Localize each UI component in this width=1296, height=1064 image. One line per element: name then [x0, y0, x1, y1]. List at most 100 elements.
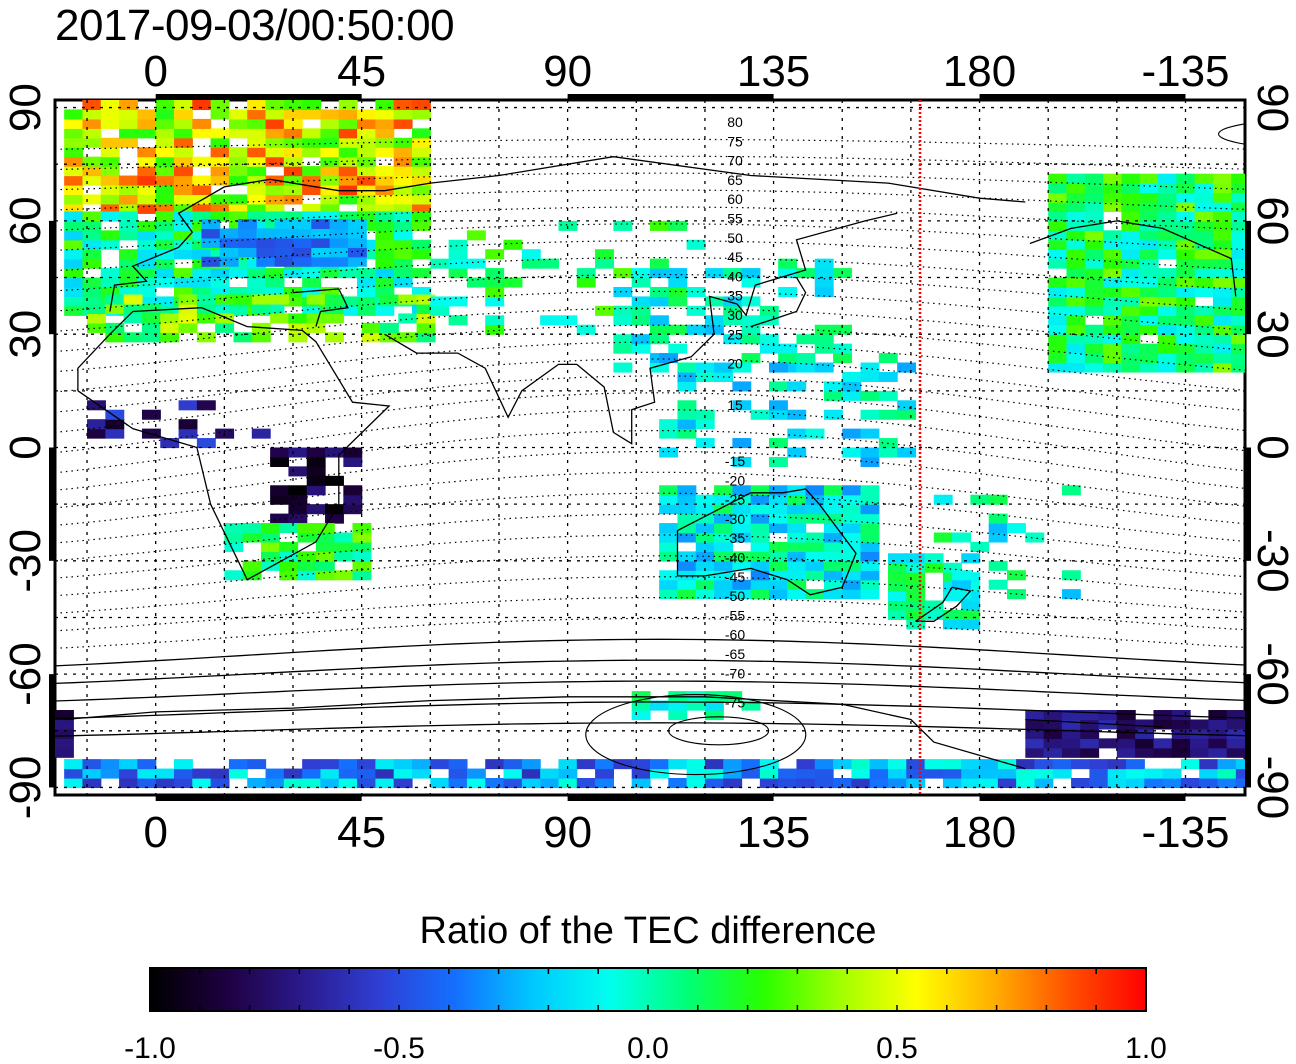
- tec-cell: [1190, 719, 1209, 730]
- tec-cell: [325, 313, 344, 324]
- tec-cell: [1139, 211, 1159, 222]
- tec-cell: [174, 268, 193, 279]
- tec-cell: [105, 428, 125, 439]
- tec-cell: [251, 303, 271, 315]
- tec-cell: [338, 268, 358, 279]
- top-longitude-label: 45: [337, 47, 386, 96]
- tec-cell: [430, 759, 450, 770]
- tec-cell: [952, 532, 971, 543]
- bottom-axis-bar: [567, 795, 774, 801]
- tec-cell: [320, 137, 340, 148]
- tec-cell: [430, 305, 450, 316]
- tec-cell: [1176, 183, 1196, 194]
- tec-cell: [375, 305, 395, 316]
- tec-cell: [723, 305, 743, 316]
- tec-cell: [704, 315, 724, 326]
- tec-cell: [704, 700, 724, 711]
- tec-cell: [256, 237, 276, 248]
- tec-cell: [787, 551, 807, 562]
- tec-cell: [750, 551, 770, 562]
- tec-cell: [769, 456, 788, 467]
- tec-cell: [842, 390, 862, 401]
- tec-cell: [228, 147, 248, 158]
- tec-cell: [302, 286, 322, 298]
- tec-cell: [87, 428, 106, 439]
- tec-cell: [137, 194, 157, 205]
- tec-cell: [814, 324, 834, 335]
- tec-cell: [357, 305, 376, 316]
- tec-cell: [1121, 353, 1141, 364]
- tec-cell: [1066, 249, 1086, 260]
- tec-cell: [393, 220, 413, 231]
- tec-cell: [82, 194, 102, 205]
- tec-cell: [778, 768, 798, 779]
- tec-cell: [823, 541, 843, 552]
- tec-cell: [412, 768, 431, 779]
- tec-cell: [988, 579, 1008, 590]
- tec-cell: [302, 211, 322, 222]
- tec-cell: [732, 504, 752, 515]
- tec-cell: [265, 109, 285, 120]
- tec-cell: [100, 156, 120, 167]
- tec-cell: [357, 286, 376, 298]
- tec-cell: [1103, 239, 1123, 250]
- tec-cell: [842, 504, 862, 515]
- tec-cell: [1048, 211, 1068, 222]
- magnetic-contour: [55, 172, 1245, 191]
- magnetic-contour: [55, 206, 1245, 231]
- contour-label: -30: [725, 511, 745, 527]
- contour-label: 70: [727, 153, 743, 169]
- tec-cell: [174, 184, 193, 196]
- magnetic-contour: [55, 638, 1245, 667]
- tec-cell: [238, 218, 257, 230]
- tec-cell: [1212, 239, 1232, 250]
- tec-cell: [1048, 173, 1068, 184]
- tec-cell: [375, 258, 395, 269]
- tec-cell: [485, 315, 505, 326]
- tec-cell: [1084, 239, 1104, 250]
- tec-cell: [1194, 277, 1214, 288]
- contour-label: 15: [727, 397, 743, 413]
- tec-cell: [1034, 778, 1054, 789]
- tec-cell: [1121, 258, 1141, 269]
- tec-cell: [302, 184, 322, 196]
- tec-cell: [695, 541, 715, 552]
- tec-cell: [1139, 173, 1159, 184]
- tec-cell: [247, 194, 267, 205]
- tec-cell: [242, 560, 262, 571]
- tec-cell: [338, 778, 358, 789]
- tec-cell: [1176, 315, 1196, 326]
- tec-cell: [293, 218, 312, 230]
- tec-cell: [860, 504, 880, 515]
- tec-cell: [64, 147, 84, 158]
- tec-cell: [1066, 230, 1086, 241]
- tec-cell: [732, 532, 752, 543]
- tec-cell: [888, 562, 907, 573]
- tec-cell: [1180, 778, 1200, 789]
- tec-cell: [137, 759, 157, 770]
- tec-cell: [265, 268, 285, 279]
- tec-cell: [750, 523, 770, 534]
- tec-cell: [82, 220, 102, 231]
- tec-cell: [352, 560, 372, 571]
- tec-cell: [338, 175, 358, 186]
- tec-cell: [155, 211, 175, 222]
- tec-cell: [888, 609, 907, 620]
- tec-cell: [137, 109, 157, 120]
- tec-cell: [613, 362, 633, 373]
- tec-cell: [196, 303, 216, 315]
- tec-cell: [1084, 220, 1104, 231]
- tec-cell: [1162, 778, 1182, 789]
- tec-cell: [1217, 768, 1237, 779]
- tec-cell: [192, 211, 212, 222]
- tec-cell: [137, 175, 157, 186]
- tec-cell: [1231, 211, 1245, 222]
- tec-cell: [1158, 305, 1177, 316]
- tec-cell: [82, 128, 102, 139]
- tec-cell: [283, 778, 303, 789]
- tec-cell: [82, 286, 102, 298]
- tec-cell: [860, 447, 880, 458]
- tec-cell: [306, 466, 326, 477]
- tec-cell: [315, 532, 335, 543]
- tec-cell: [329, 237, 349, 248]
